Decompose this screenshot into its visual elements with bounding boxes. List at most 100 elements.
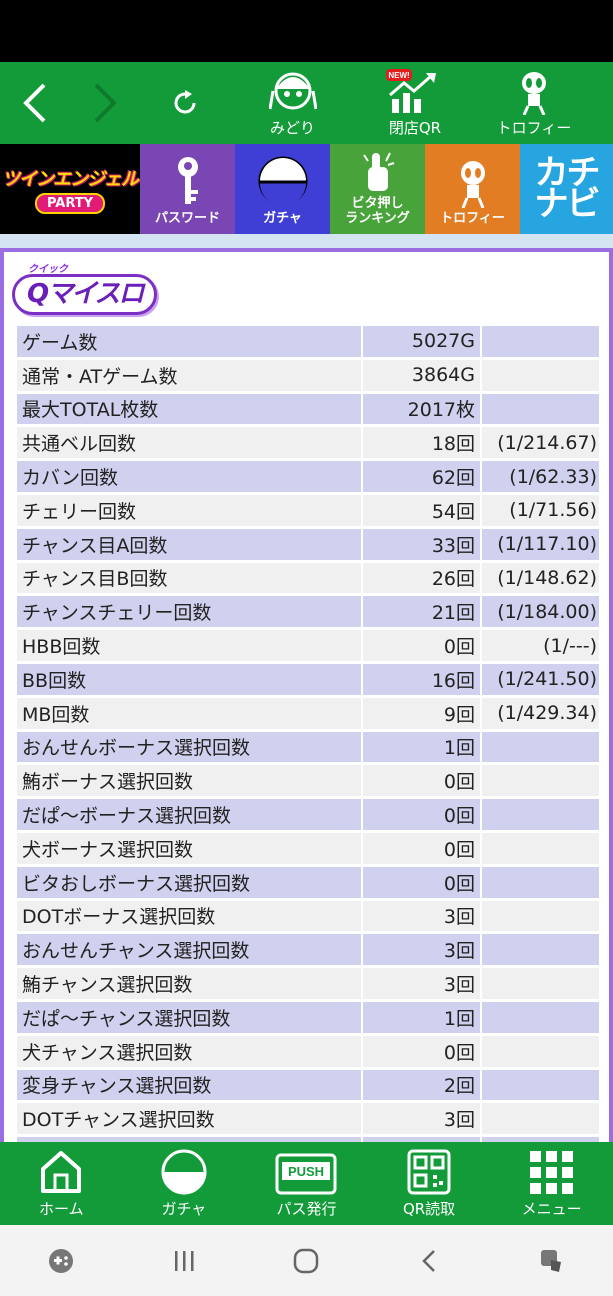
- ranking-tile[interactable]: ビタ押し ランキング: [330, 144, 425, 234]
- gacha-tile[interactable]: ガチャ: [235, 144, 330, 234]
- forward-button[interactable]: [70, 62, 140, 144]
- thumbs-up-icon: [362, 152, 394, 192]
- trophy-character-icon: [460, 160, 485, 208]
- stats-rate: [482, 731, 599, 763]
- home-button[interactable]: ホーム: [0, 1142, 123, 1225]
- push-text: PUSH: [288, 1164, 324, 1179]
- stats-label: 最大TOTAL枚数: [17, 393, 361, 425]
- closing-qr-button[interactable]: NEW! 閉店QR: [355, 62, 475, 144]
- qr-read-button[interactable]: QR読取: [368, 1142, 491, 1225]
- ranking-label-1: ビタ押し: [351, 196, 404, 212]
- divider-bar: [0, 234, 613, 248]
- password-tile[interactable]: パスワード: [140, 144, 235, 234]
- gacha-button[interactable]: ガチャ: [123, 1142, 246, 1225]
- trophy-nav-button[interactable]: トロフィー: [475, 62, 593, 144]
- gacha-label: ガチャ: [263, 210, 302, 226]
- q-myslo-logo: クイック Qマイスロ: [10, 260, 160, 322]
- stats-rate: (1/62.33): [482, 461, 599, 492]
- stats-table: ゲーム数 5027G 通常・ATゲーム数 3864G 最大TOTAL枚数 2017枚 共通ベ…: [15, 323, 601, 1142]
- home-system-button[interactable]: [276, 1231, 336, 1291]
- trophy-character-icon: [522, 72, 546, 115]
- stats-value: 21回: [363, 596, 480, 628]
- stats-label: ビタおしボーナス選択回数: [17, 866, 361, 898]
- gamepad-icon: [49, 1248, 74, 1273]
- stats-value: 5027G: [363, 326, 480, 357]
- stats-row: チャンス目B回数 26回 (1/148.62): [17, 562, 599, 594]
- chart-up-icon: NEW!: [386, 69, 436, 113]
- password-label: パスワード: [154, 210, 220, 226]
- midori-character-icon: [268, 72, 317, 110]
- stats-value: 0回: [363, 765, 480, 797]
- menu-button[interactable]: メニュー: [490, 1142, 613, 1225]
- stats-label: チャンスチェリー回数: [17, 596, 361, 628]
- trophy-tile[interactable]: トロフィー: [425, 144, 520, 234]
- stats-rate: [482, 359, 599, 391]
- stats-label: DOTチャンス選択回数: [17, 1103, 361, 1135]
- midori-button[interactable]: みどり: [230, 62, 355, 144]
- stats-value: 1回: [363, 1001, 480, 1033]
- pass-issue-button[interactable]: PUSH パス発行: [245, 1142, 368, 1225]
- stats-rate: [482, 1001, 599, 1033]
- stats-value: 54回: [363, 494, 480, 526]
- stats-value: 16回: [363, 663, 480, 695]
- stats-row: 通常・ATゲーム数 3864G: [17, 359, 599, 391]
- trophy-nav-label: トロフィー: [496, 119, 572, 137]
- stats-value: 1回: [363, 731, 480, 763]
- stats-value: 0回: [363, 1035, 480, 1067]
- bottom-nav: ホーム ガチャ PUSH パス発行 QR読取: [0, 1142, 613, 1225]
- chevron-left-icon: [23, 83, 46, 123]
- stats-row: HBB回数 0回 (1/---): [17, 630, 599, 661]
- stats-row: MB回数 9回 (1/429.34): [17, 697, 599, 729]
- home-icon: [41, 1151, 82, 1193]
- stats-row: ビートライドゥチャンス選択回数0回: [17, 1137, 599, 1142]
- game-launcher-button[interactable]: [31, 1231, 91, 1291]
- kachi-navi-text: カチ ナビ: [534, 153, 601, 224]
- stats-row: 最大TOTAL枚数 2017枚: [17, 393, 599, 425]
- recent-apps-button[interactable]: [154, 1231, 214, 1291]
- q-myslo-title: Qマイスロ: [12, 274, 158, 316]
- stats-value: 3回: [363, 934, 480, 966]
- home-label: ホーム: [39, 1200, 84, 1218]
- gacha-capsule-icon: [258, 156, 307, 206]
- chevron-right-icon: [94, 83, 117, 123]
- stats-label: ゲーム数: [17, 326, 361, 357]
- stats-value: 3回: [363, 900, 480, 932]
- gacha-nav-label: ガチャ: [161, 1200, 207, 1218]
- menu-label: メニュー: [521, 1200, 582, 1218]
- stats-label: 鮪ボーナス選択回数: [17, 765, 361, 797]
- stats-label: チャンス目B回数: [17, 562, 361, 594]
- refresh-icon: [174, 90, 196, 114]
- back-button[interactable]: [0, 62, 70, 144]
- stats-label: おんせんボーナス選択回数: [17, 731, 361, 763]
- stats-row: おんせんボーナス選択回数 1回: [17, 731, 599, 763]
- stats-label: ビートライドゥチャンス選択回数: [17, 1137, 361, 1142]
- system-nav-bar: [0, 1225, 613, 1296]
- back-system-button[interactable]: [399, 1231, 459, 1291]
- stats-rate: [482, 900, 599, 932]
- twin-angel-logo[interactable]: ツインエンジェル PARTY: [0, 144, 140, 234]
- stats-value: 18回: [363, 427, 480, 459]
- stats-value: 0回: [363, 832, 480, 864]
- stats-label: 変身チャンス選択回数: [17, 1069, 361, 1101]
- kachi-navi-tile[interactable]: カチ ナビ: [520, 144, 613, 234]
- stats-rate: (1/429.34): [482, 697, 599, 729]
- stats-label: BB回数: [17, 663, 361, 695]
- back-chevron-icon: [422, 1249, 435, 1272]
- key-icon: [177, 156, 198, 204]
- screen-capture-button[interactable]: [522, 1231, 582, 1291]
- stats-row: だぱ〜ボーナス選択回数 0回: [17, 799, 599, 830]
- stats-row: チャンス目A回数 33回 (1/117.10): [17, 528, 599, 560]
- stats-label: チェリー回数: [17, 494, 361, 526]
- qr-read-label: QR読取: [402, 1200, 456, 1218]
- new-badge: NEW!: [388, 71, 409, 80]
- refresh-button[interactable]: [140, 88, 230, 118]
- stats-row: ゲーム数 5027G: [17, 326, 599, 357]
- stats-row: ビタおしボーナス選択回数 0回: [17, 866, 599, 898]
- stats-rate: (1/71.56): [482, 494, 599, 526]
- stats-row: チャンスチェリー回数 21回 (1/184.00): [17, 596, 599, 628]
- stats-rate: [482, 1035, 599, 1067]
- stats-rate: [482, 832, 599, 864]
- stats-row: 犬チャンス選択回数 0回: [17, 1035, 599, 1067]
- stats-value: 0回: [363, 799, 480, 830]
- stats-label: カバン回数: [17, 461, 361, 492]
